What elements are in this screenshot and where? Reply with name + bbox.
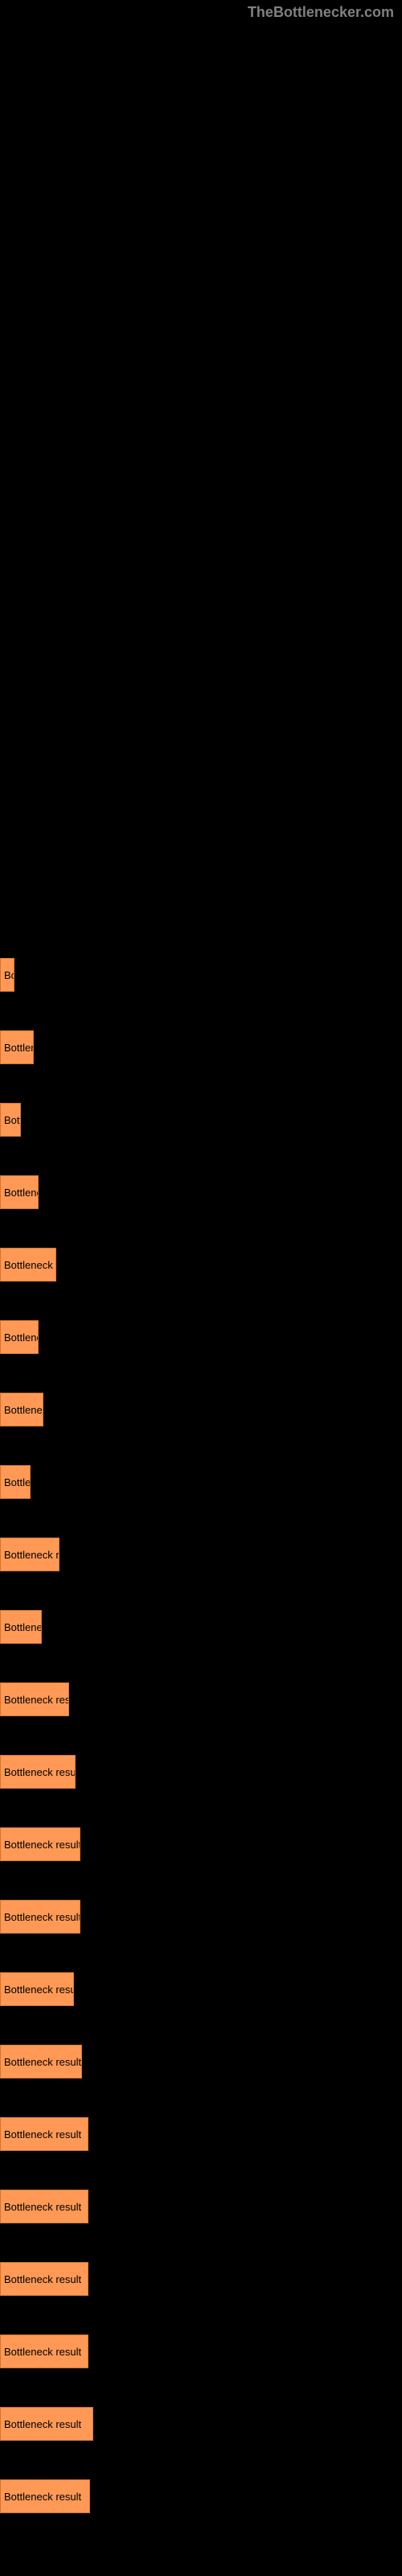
bar: Bottleneck result <box>0 2045 82 2079</box>
bar-row: Bottleneck result <box>0 2334 402 2368</box>
bar-row: Bottleneck re <box>0 1248 402 1282</box>
bar: Bottleneck result <box>0 2407 93 2441</box>
bar-row: Bottleneck result <box>0 1682 402 1716</box>
bar-row: Bottleneck result <box>0 1755 402 1789</box>
bar-row: Bottlened <box>0 1320 402 1354</box>
watermark-text: TheBottlenecker.com <box>248 4 394 21</box>
bar-row: Bottleneck result <box>0 2407 402 2441</box>
bar: Bottlene <box>0 1030 34 1064</box>
bar: Bottleneck <box>0 1393 43 1426</box>
bar-row: Bottlened <box>0 1175 402 1209</box>
bar-row: Bottlenec <box>0 1610 402 1644</box>
bar: Bottleneck resu <box>0 1972 74 2006</box>
bar-row: Bo <box>0 958 402 992</box>
bar: Bottlened <box>0 1175 39 1209</box>
bar: Bottleneck res <box>0 1538 59 1571</box>
bar-row: Bottleneck result <box>0 2117 402 2151</box>
bar: Bottleneck result <box>0 1755 76 1789</box>
bar: Bottleneck result <box>0 1682 69 1716</box>
bar: Bottlenec <box>0 1610 42 1644</box>
bar-row: Bottlen <box>0 1465 402 1499</box>
bar: Bottleneck result <box>0 2334 88 2368</box>
bar-row: Bottleneck result <box>0 1900 402 1934</box>
bar-row: Bottleneck result <box>0 1827 402 1861</box>
bar-row: Bottleneck res <box>0 1538 402 1571</box>
bar: Bottleneck result <box>0 2262 88 2296</box>
bar-row: Bottleneck result <box>0 2190 402 2223</box>
bar-row: Bottlene <box>0 1030 402 1064</box>
bar-row: Bottleneck result <box>0 2479 402 2513</box>
bar: Bottleneck re <box>0 1248 56 1282</box>
bar: Bottleneck result <box>0 2190 88 2223</box>
bar-row: Bott <box>0 1103 402 1137</box>
bar: Bottleneck result <box>0 1827 80 1861</box>
bar-row: Bottleneck <box>0 1393 402 1426</box>
bar: Bottleneck result <box>0 2479 90 2513</box>
bar: Bottleneck result <box>0 2117 88 2151</box>
bar-chart: Bo Bottlene Bott Bottlened Bottleneck re Bott… <box>0 0 402 2513</box>
bar-row: Bottleneck resu <box>0 1972 402 2006</box>
bar: Bo <box>0 958 14 992</box>
bar: Bottlen <box>0 1465 31 1499</box>
bar-row: Bottleneck result <box>0 2045 402 2079</box>
bar-row: Bottleneck result <box>0 2262 402 2296</box>
bar: Bottlened <box>0 1320 39 1354</box>
bar: Bottleneck result <box>0 1900 80 1934</box>
bar: Bott <box>0 1103 21 1137</box>
